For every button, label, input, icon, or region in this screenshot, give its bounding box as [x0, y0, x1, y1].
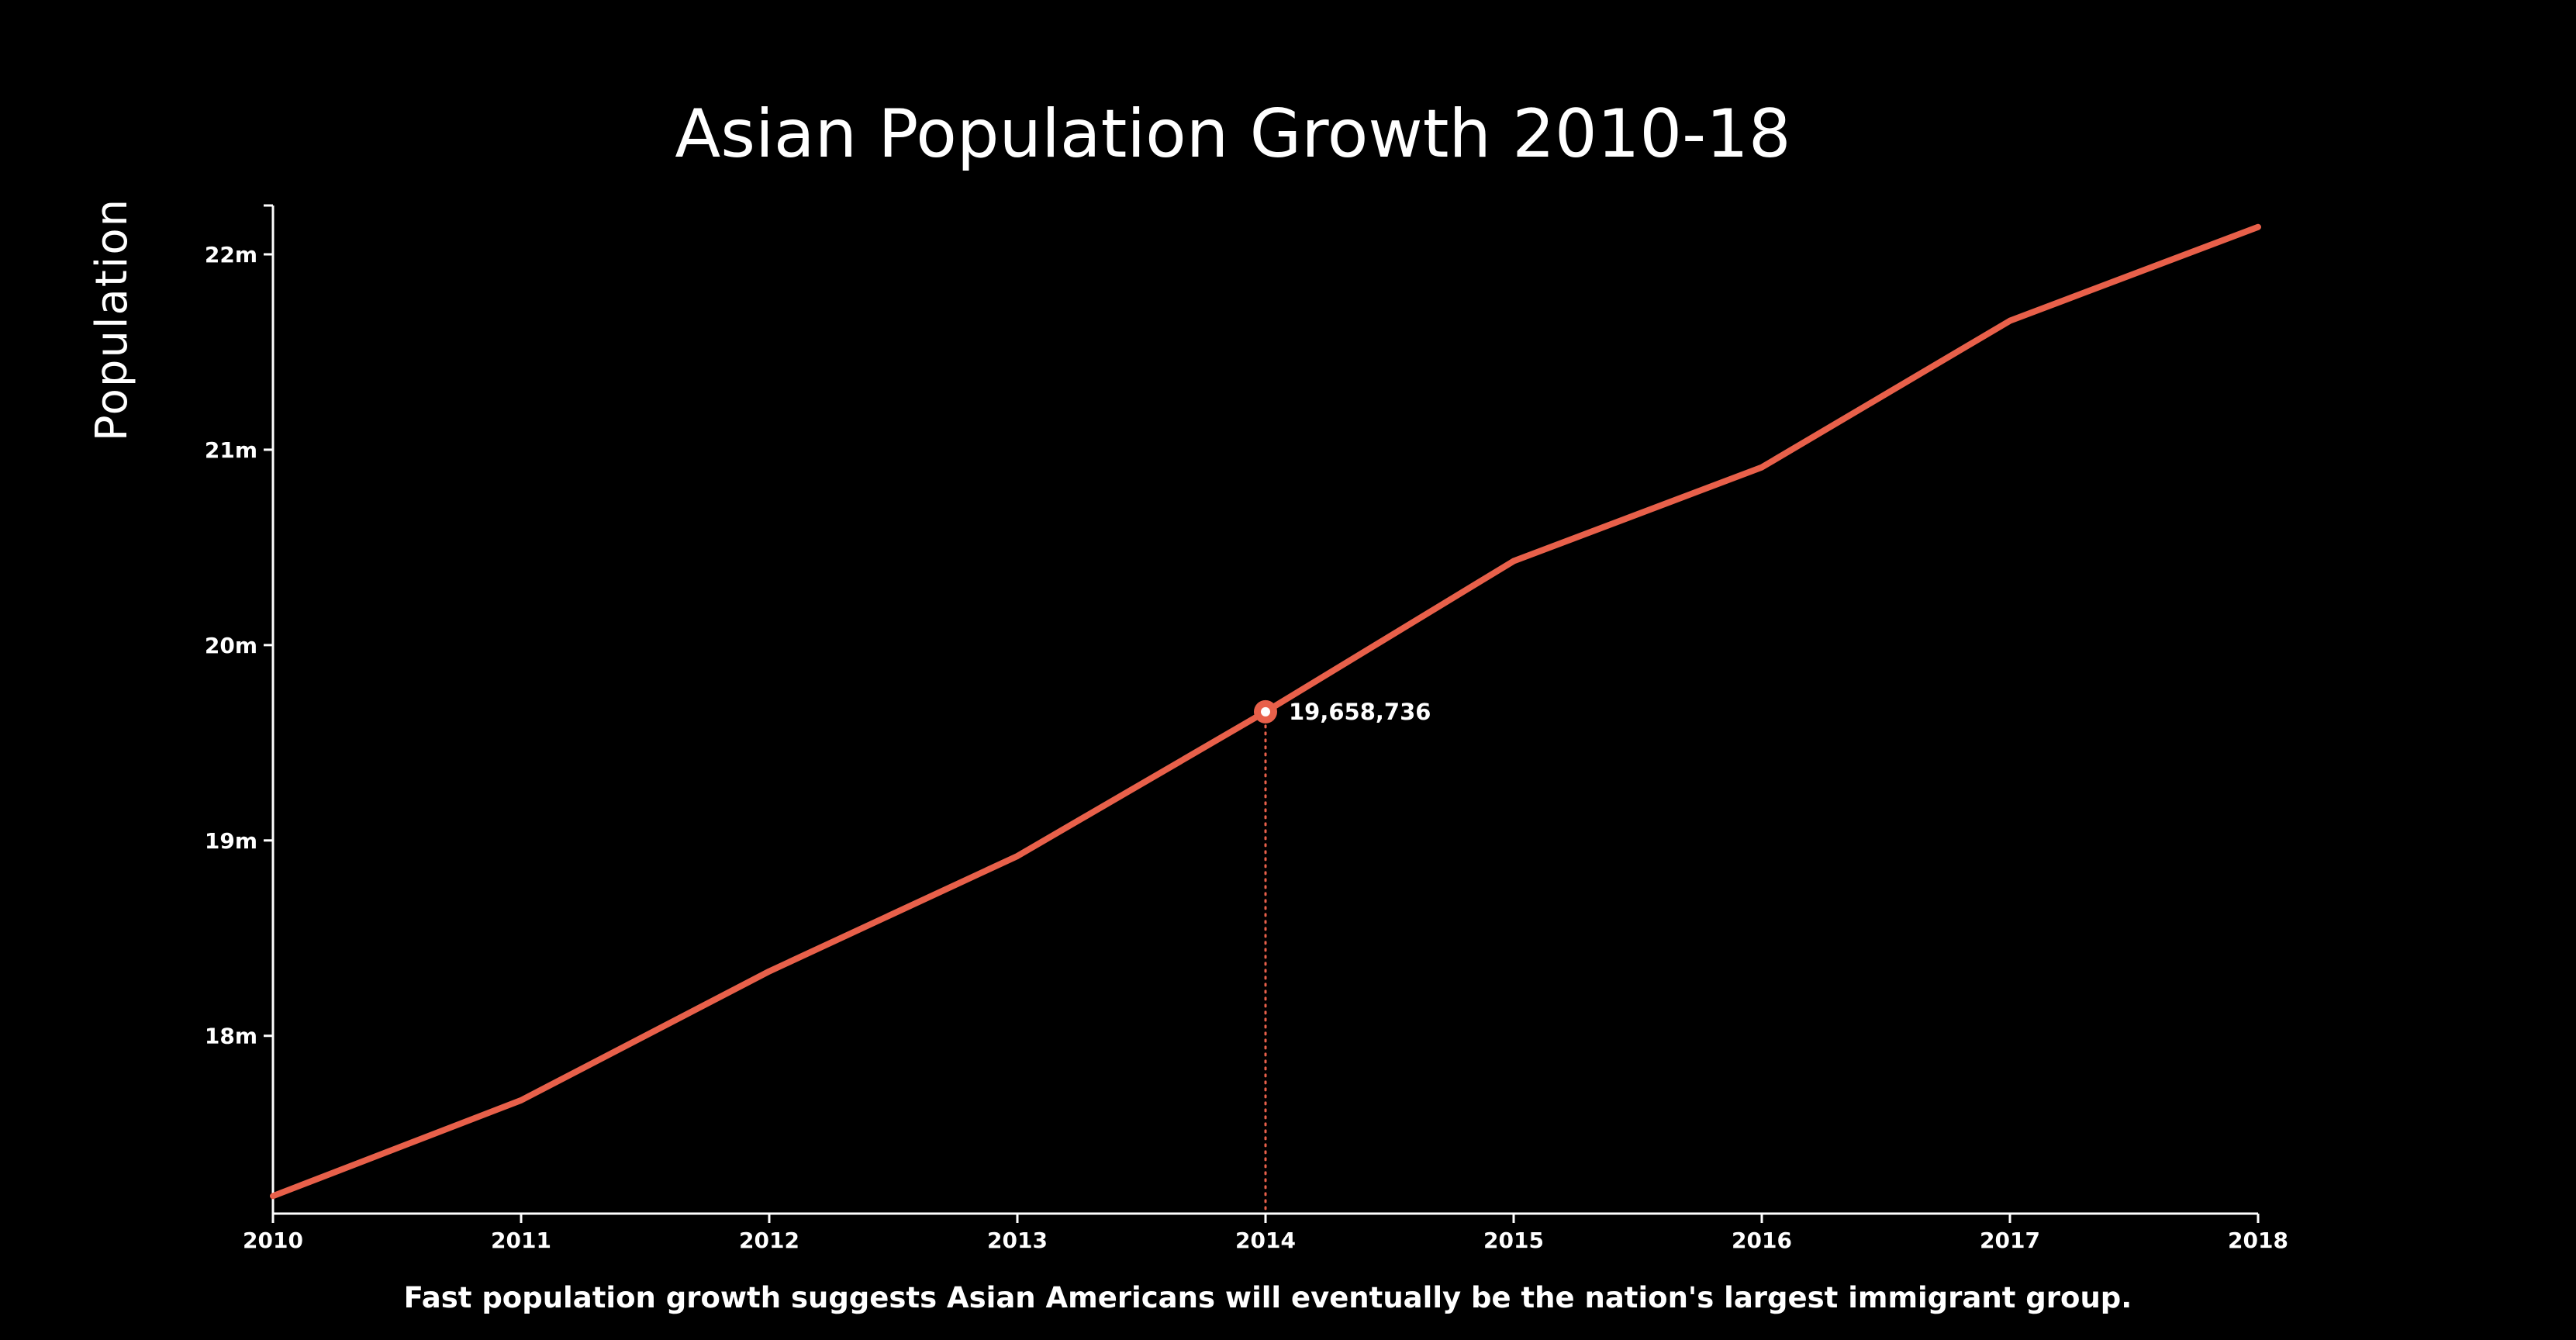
x-tick-label: 2013 — [987, 1228, 1048, 1253]
highlight-value-label: 19,658,736 — [1289, 699, 1431, 725]
x-tick-label: 2010 — [243, 1228, 303, 1253]
x-tick-label: 2011 — [491, 1228, 551, 1253]
y-tick-label: 19m — [205, 828, 257, 854]
x-axis: 2010 2011 2012 2013 2014 2015 2016 2017 2018 — [243, 1212, 2288, 1253]
x-tick-label: 2017 — [1980, 1228, 2040, 1253]
y-axis-label: Population — [87, 198, 137, 441]
y-tick-label: 20m — [205, 633, 257, 658]
plot-area: 19,658,736 — [270, 223, 2261, 1215]
x-tick-label: 2012 — [739, 1228, 799, 1253]
y-tick-label: 18m — [205, 1024, 257, 1049]
y-tick-label: 21m — [205, 437, 257, 463]
x-tick-label: 2015 — [1483, 1228, 1544, 1253]
x-tick-label: 2018 — [2228, 1228, 2288, 1253]
x-tick-label: 2014 — [1235, 1228, 1296, 1253]
y-tick-label: 22m — [205, 242, 257, 268]
chart-caption: Fast population growth suggests Asian Am… — [404, 1281, 2132, 1314]
highlight-point-inner — [1261, 706, 1270, 717]
y-axis: 18m 19m 20m 21m 22m — [205, 204, 275, 1214]
chart-title: Asian Population Growth 2010-18 — [675, 95, 1790, 173]
x-tick-label: 2016 — [1732, 1228, 1792, 1253]
